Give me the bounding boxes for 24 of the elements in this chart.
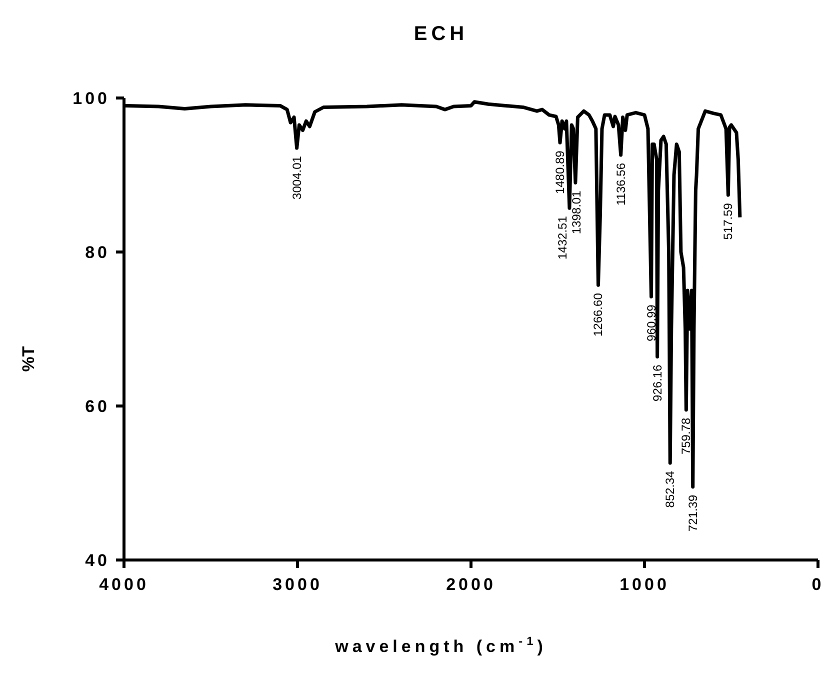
- chart-title: ECH: [414, 23, 468, 45]
- x-tick-label: 2000: [446, 575, 496, 594]
- annotation: 1266.60: [591, 292, 606, 336]
- annotation: 3004.01: [290, 156, 304, 200]
- y-tick-label: 80: [85, 243, 110, 262]
- x-axis-title: wavelength (cm$^{-1}$): [334, 634, 547, 656]
- y-tick-label: 100: [72, 89, 110, 108]
- x-tick-label: 4000: [99, 575, 149, 594]
- annotation: 1136.56: [614, 162, 628, 206]
- annotation: 1480.89: [553, 150, 568, 194]
- annotation: 517.59: [721, 202, 736, 240]
- y-axis-title: %T: [19, 346, 38, 372]
- x-tick-label: 1000: [620, 575, 670, 594]
- x-tick-label: 3000: [272, 575, 322, 594]
- annotation: 926.16: [650, 364, 664, 402]
- annotation: 960.99: [644, 304, 658, 342]
- y-tick-label: 60: [85, 397, 110, 416]
- annotation: 852.34: [663, 470, 678, 508]
- annotation: 721.39: [686, 494, 700, 532]
- annotation: 1432.51: [555, 216, 570, 260]
- annotation: 759.78: [679, 418, 694, 455]
- annotation: 1398.01: [569, 190, 584, 234]
- y-tick-label: 40: [85, 551, 110, 570]
- x-tick-label: 0: [812, 575, 824, 594]
